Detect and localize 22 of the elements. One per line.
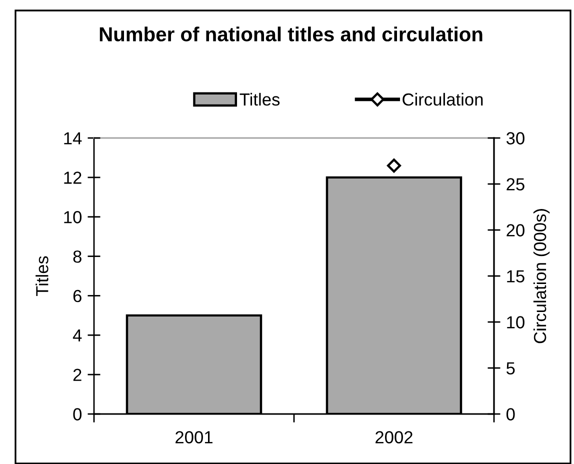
y2-tick-label: 0 [506, 408, 515, 420]
y-tick-label: 6 [73, 290, 82, 302]
y2-tick-label: 5 [506, 362, 515, 374]
x-tick-label: 2002 [376, 431, 412, 444]
y-tick-label: 12 [64, 172, 82, 184]
y2-tick-label: 15 [507, 270, 524, 282]
y2-tick-label: 20 [506, 224, 524, 236]
y2-axis-title: Circulation (000s) [533, 209, 550, 344]
chart-title: Number of national titles and circulation [100, 26, 482, 42]
y2-tick-label: 25 [506, 178, 524, 190]
x-tick-label: 2001 [176, 431, 212, 444]
y-tick-label: 2 [73, 368, 82, 381]
y-tick-label: 8 [73, 250, 82, 263]
y2-tick-label: 10 [507, 316, 524, 328]
y-axis-title: Titles [36, 256, 48, 296]
legend-label: Titles [240, 92, 280, 106]
y-tick-label: 14 [64, 132, 82, 144]
y2-tick-label: 30 [506, 132, 524, 144]
y-tick-label: 0 [73, 408, 82, 420]
y-tick-label: 4 [72, 329, 82, 342]
legend-label: Circulation [402, 92, 483, 106]
y-tick-label: 10 [64, 211, 82, 224]
